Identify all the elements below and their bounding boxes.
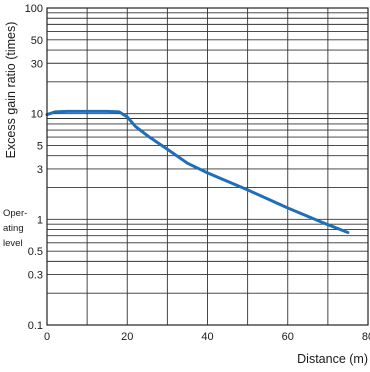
- x-tick-label: 0: [44, 331, 50, 343]
- x-tick-label: 40: [201, 331, 213, 343]
- series-layer: [45, 109, 350, 234]
- y-tick-label: 5: [37, 140, 43, 152]
- operating-level-note: Oper- ating level: [3, 208, 27, 249]
- y-tick-label: 100: [25, 3, 43, 15]
- operating-level-line-3: level: [3, 238, 23, 249]
- y-tick-labels: 0.1 0.3 0.5 1 3 5 10 30 50 100: [25, 3, 43, 332]
- x-tick-label: 60: [282, 331, 294, 343]
- y-tick-label: 0.3: [28, 270, 43, 282]
- y-tick-label: 0.5: [28, 246, 43, 258]
- operating-level-line-1: Oper-: [3, 208, 27, 219]
- y-tick-label: 0.1: [28, 320, 43, 332]
- x-tick-label: 80: [362, 331, 370, 343]
- operating-level-line-2: ating: [3, 223, 24, 234]
- y-tick-label: 50: [31, 35, 43, 47]
- y-axis-title: Excess gain ratio (times): [4, 22, 18, 159]
- grid-layer: [47, 8, 368, 325]
- y-tick-label: 1: [37, 214, 43, 226]
- plot-frame: [46, 7, 369, 326]
- x-tick-label: 20: [121, 331, 133, 343]
- series-line: [45, 109, 350, 234]
- x-axis-title: Distance (m): [297, 352, 368, 366]
- y-tick-label: 3: [37, 164, 43, 176]
- x-tick-labels: 0 20 40 60 80: [44, 331, 370, 343]
- y-tick-label: 10: [31, 109, 43, 121]
- y-tick-label: 30: [31, 58, 43, 70]
